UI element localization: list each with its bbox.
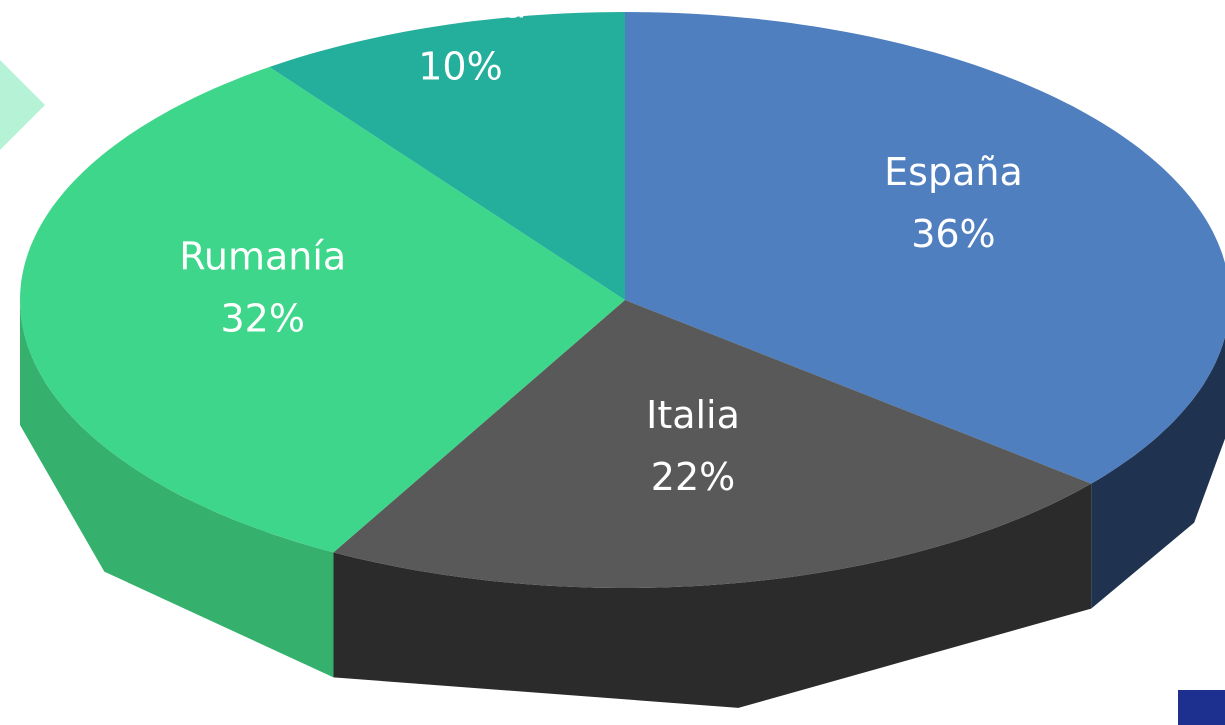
pie-slice xyxy=(269,12,625,300)
slice-label: Italia xyxy=(646,393,740,437)
pie-side xyxy=(20,300,334,678)
slice-value: 36% xyxy=(911,212,995,256)
decor-square xyxy=(1178,690,1225,725)
slice-value: 32% xyxy=(220,296,304,340)
pie-slice xyxy=(20,67,625,553)
pie-slice xyxy=(333,300,1092,588)
pie-slice xyxy=(625,12,1225,484)
pie-side xyxy=(1091,336,1225,609)
slice-label: Rumanía xyxy=(179,234,346,278)
pie-side xyxy=(333,483,1092,708)
slice-value: 10% xyxy=(418,44,502,88)
slice-value: 22% xyxy=(651,455,735,499)
decor-arrow xyxy=(0,60,45,150)
slice-label: España xyxy=(884,150,1023,194)
slice-label: Irlanda xyxy=(394,0,526,26)
